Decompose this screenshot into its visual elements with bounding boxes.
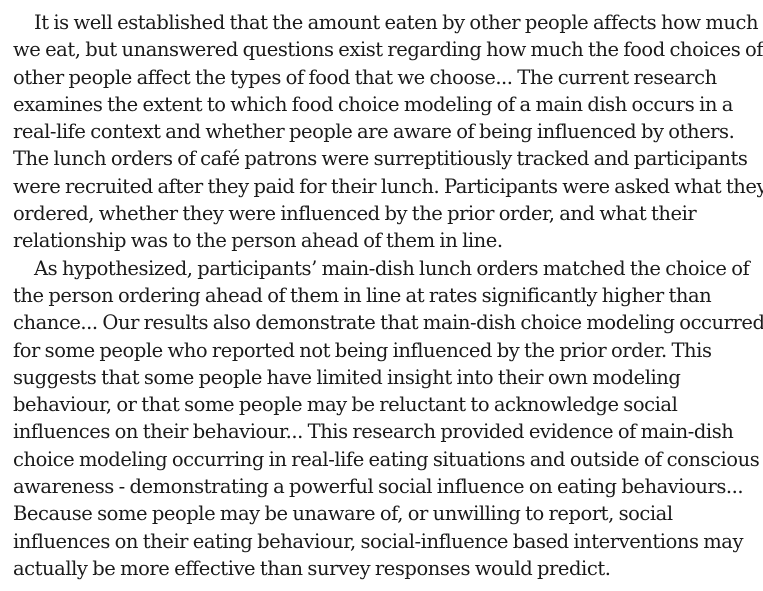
text-line: relationship was to the person ahead of … [13,229,503,253]
text-line: Because some people may be unaware of, o… [13,502,673,526]
text-line: for some people who reported not being i… [13,338,712,362]
text-line: were recruited after they paid for their… [13,174,763,198]
text-line: influences on their behaviour... This re… [13,420,734,444]
text-line: we eat, but unanswered questions exist r… [13,38,763,62]
text-line: The lunch orders of café patrons were su… [13,147,748,171]
text-line: actually be more effective than survey r… [13,556,611,580]
text-line: As hypothesized, participants’ main-dish… [34,256,750,280]
paragraph-2: As hypothesized, participants’ main-dish… [13,255,763,583]
text-line: examines the extent to which food choice… [13,92,733,116]
text-line: awareness - demonstrating a powerful soc… [13,475,744,499]
text-line: suggests that some people have limited i… [13,365,681,389]
text-line: choice modeling occurring in real-life e… [13,447,760,471]
text-line: real-life context and whether people are… [13,120,735,144]
text-line: the person ordering ahead of them in lin… [13,283,712,307]
text-line: chance... Our results also demonstrate t… [13,311,763,335]
text-line: other people affect the types of food th… [13,65,717,89]
paragraph-1: It is well established that the amount e… [13,9,763,255]
text-line: influences on their eating behaviour, so… [13,529,744,553]
text-line: It is well established that the amount e… [34,11,759,34]
text-line: behaviour, or that some people may be re… [13,393,678,417]
text-line: ordered, whether they were influenced by… [13,202,697,226]
